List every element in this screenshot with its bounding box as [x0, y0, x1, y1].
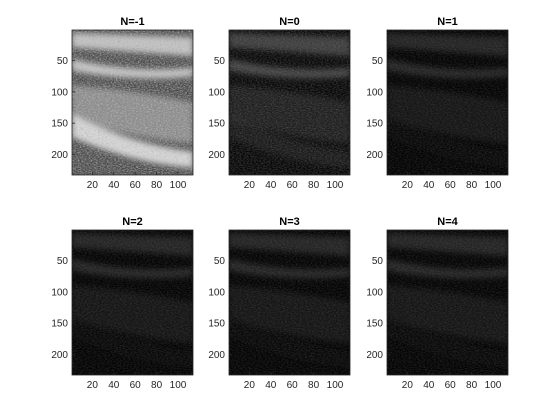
x-tick-label: 40	[108, 380, 120, 391]
x-tick-label: 60	[287, 180, 299, 191]
y-tick-label: 100	[366, 287, 383, 298]
y-tick-label: 100	[366, 87, 383, 98]
x-tick-label: 20	[244, 380, 256, 391]
y-tick-label: 100	[208, 87, 225, 98]
x-tick-label: 80	[308, 380, 320, 391]
axes-box	[228, 29, 351, 176]
y-tick-label: 50	[57, 256, 69, 267]
subplot-6: N=4 20 40 60 80 100 50 100 150 200	[366, 216, 509, 391]
x-tick-label: 20	[402, 180, 414, 191]
x-tick-label: 40	[423, 380, 435, 391]
x-tick-label: 40	[423, 180, 435, 191]
y-tick-label: 200	[51, 350, 68, 361]
speckle-image-2	[229, 30, 350, 175]
x-tick-label: 100	[170, 180, 187, 191]
x-tick-label: 80	[151, 180, 163, 191]
axes-box	[386, 29, 509, 176]
y-tick-label: 200	[208, 350, 225, 361]
speckle-image-4	[72, 230, 193, 375]
y-tick-label: 150	[208, 119, 225, 130]
x-tick-label: 40	[108, 180, 120, 191]
subplot-title: N=0	[279, 16, 300, 28]
x-tick-label: 60	[445, 380, 457, 391]
x-tick-label: 100	[170, 380, 187, 391]
x-tick-label: 20	[402, 380, 414, 391]
y-tick-label: 150	[208, 319, 225, 330]
subplot-2: N=0 20 40 60 80 100 50 100 150 200	[208, 16, 351, 191]
speckle-image-3	[387, 30, 508, 175]
subplot-1: N=-1 20 40 60 80 100 50 100 150 200	[51, 16, 194, 191]
y-tick-label: 200	[366, 150, 383, 161]
y-tick-label: 100	[51, 287, 68, 298]
axes-box	[71, 29, 194, 176]
x-tick-label: 20	[244, 180, 256, 191]
x-tick-label: 40	[265, 180, 277, 191]
y-tick-label: 50	[372, 56, 384, 67]
y-tick-label: 50	[214, 56, 226, 67]
x-tick-label: 80	[466, 380, 478, 391]
x-tick-label: 100	[485, 380, 502, 391]
x-tick-label: 60	[130, 180, 142, 191]
y-tick-label: 150	[366, 119, 383, 130]
y-tick-label: 100	[208, 287, 225, 298]
subplot-title: N=4	[437, 216, 458, 228]
x-tick-label: 60	[445, 180, 457, 191]
x-tick-label: 60	[130, 380, 142, 391]
x-tick-label: 60	[287, 380, 299, 391]
speckle-image-6	[387, 230, 508, 375]
y-tick-label: 150	[366, 319, 383, 330]
y-tick-label: 50	[214, 256, 226, 267]
x-tick-label: 20	[87, 180, 99, 191]
x-tick-label: 100	[327, 180, 344, 191]
y-tick-label: 200	[208, 150, 225, 161]
subplot-title: N=2	[122, 216, 143, 228]
x-tick-label: 20	[87, 380, 99, 391]
x-tick-label: 100	[327, 380, 344, 391]
y-tick-label: 50	[372, 256, 384, 267]
subplot-5: N=3 20 40 60 80 100 50 100 150 200	[208, 216, 351, 391]
y-tick-label: 50	[57, 56, 69, 67]
subplot-3: N=1 20 40 60 80 100 50 100 150 200	[366, 16, 509, 191]
subplot-title: N=-1	[120, 16, 144, 28]
x-tick-label: 80	[308, 180, 320, 191]
y-tick-label: 200	[51, 150, 68, 161]
subplot-4: N=2 20 40 60 80 100 50 100 150 200	[51, 216, 194, 391]
axes-box	[71, 229, 194, 376]
subplot-title: N=1	[437, 16, 458, 28]
x-tick-label: 100	[485, 180, 502, 191]
subplot-title: N=3	[279, 216, 300, 228]
y-tick-label: 150	[51, 119, 68, 130]
y-tick-label: 200	[366, 350, 383, 361]
x-tick-label: 80	[151, 380, 163, 391]
speckle-image-5	[229, 230, 350, 375]
y-tick-label: 150	[51, 319, 68, 330]
speckle-image-1	[72, 30, 193, 175]
axes-box	[228, 229, 351, 376]
axes-box	[386, 229, 509, 376]
x-tick-label: 80	[466, 180, 478, 191]
y-tick-label: 100	[51, 87, 68, 98]
x-tick-label: 40	[265, 380, 277, 391]
